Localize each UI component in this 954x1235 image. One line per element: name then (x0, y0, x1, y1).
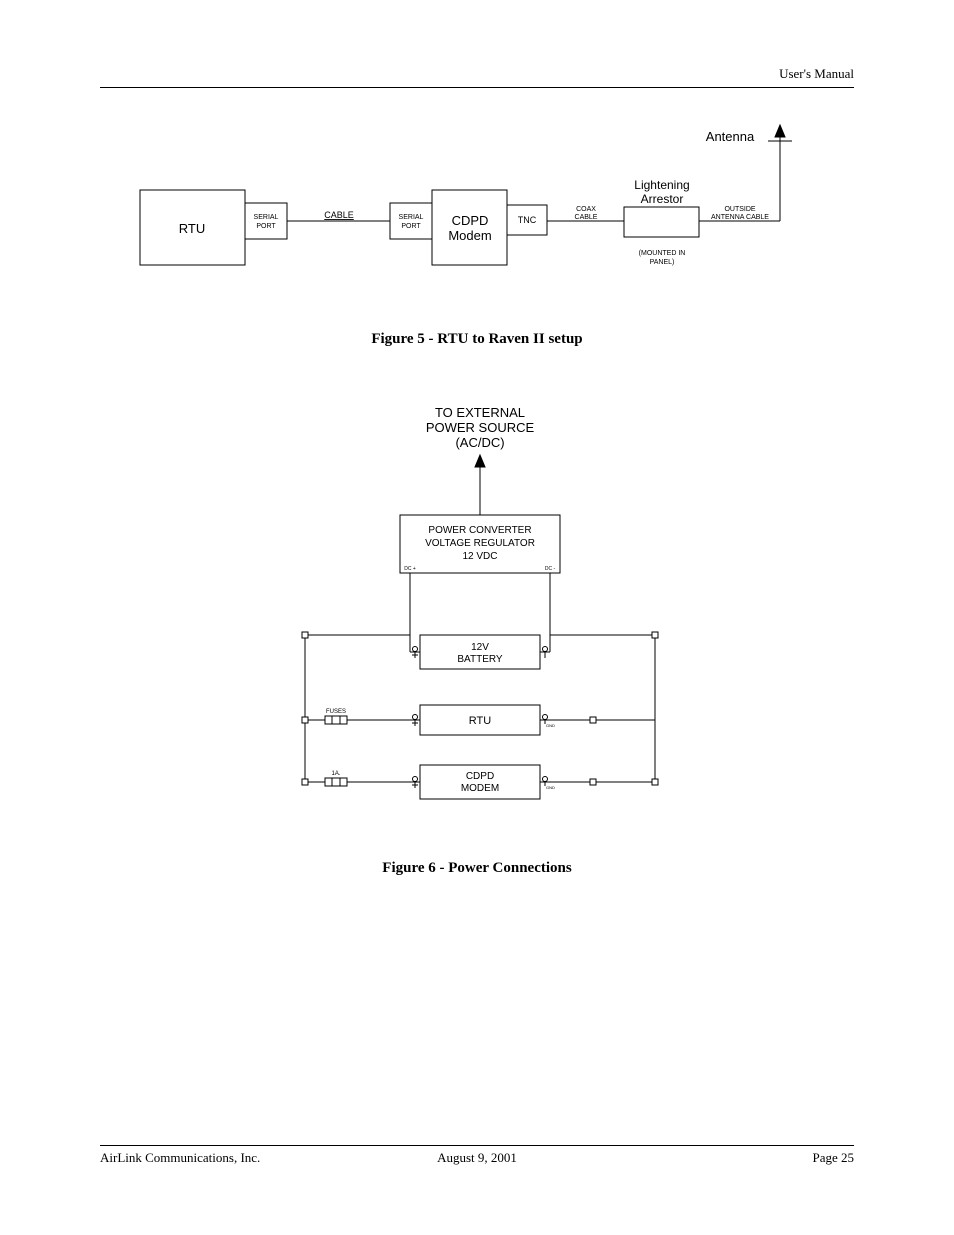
serial-port-1-label-1: SERIAL (254, 214, 279, 221)
header-right: User's Manual (779, 66, 854, 82)
modem-gnd-term-icon (543, 777, 548, 782)
modem-gnd-label: GND (546, 785, 555, 790)
ext-power-l2: POWER SOURCE (426, 420, 535, 435)
footer-center: August 9, 2001 (437, 1150, 517, 1166)
mounted-label-2: PANEL) (650, 259, 675, 266)
fuse-rtu-label: FUSES (326, 709, 346, 715)
footer-right: Page 25 (812, 1150, 854, 1166)
ext-power-l3: (AC/DC) (455, 435, 504, 450)
dcminus-label: DC - (545, 566, 556, 572)
serial-port-1-box (245, 203, 287, 239)
modem-l1: CDPD (466, 771, 494, 782)
fuse-modem-icon (325, 778, 347, 786)
converter-l2: VOLTAGE REGULATOR (425, 538, 535, 549)
dcplus-label: DC + (404, 566, 416, 572)
modem-l2: MODEM (461, 783, 499, 794)
power-in-arrow-icon (475, 455, 485, 467)
node-tr (652, 632, 658, 638)
fuse-modem-label: 1A. (331, 771, 340, 777)
figure-5-svg: RTU SERIAL PORT CABLE SERIAL PORT CDPD M… (140, 125, 840, 305)
cdpd-label-2: Modem (448, 228, 491, 243)
rtu-pos-term-icon (413, 715, 418, 720)
rtu-row-label: RTU (469, 715, 491, 727)
battery-pos-term-icon (413, 647, 418, 652)
serial-port-1-label-2: PORT (256, 223, 276, 230)
battery-l2: BATTERY (457, 654, 503, 665)
cable-label: CABLE (324, 210, 354, 220)
figure-6-svg: TO EXTERNAL POWER SOURCE (AC/DC) (270, 405, 690, 825)
antenna-tip-icon (775, 125, 785, 137)
arrestor-label-2: Arrestor (641, 192, 684, 206)
footer-rule: AirLink Communications, Inc. August 9, 2… (100, 1145, 854, 1163)
rtu-gnd-label: GND (546, 723, 555, 728)
coax-label-2: CABLE (575, 214, 598, 221)
header-rule: User's Manual (100, 70, 854, 88)
cdpd-label-1: CDPD (452, 213, 489, 228)
outside-label-1: OUTSIDE (724, 206, 755, 213)
node-row2-r (590, 717, 596, 723)
figure-5-diagram: RTU SERIAL PORT CABLE SERIAL PORT CDPD M… (140, 125, 840, 305)
arrestor-label-1: Lightening (634, 178, 689, 192)
serial-port-2-box (390, 203, 432, 239)
figure-5-caption: Figure 5 - RTU to Raven II setup (100, 331, 854, 348)
footer-left: AirLink Communications, Inc. (100, 1150, 260, 1166)
serial-port-2-label-1: SERIAL (399, 214, 424, 221)
coax-label-1: COAX (576, 206, 596, 213)
rtu-gnd-term-icon (543, 715, 548, 720)
page: User's Manual (100, 70, 854, 1185)
node-tl (302, 632, 308, 638)
battery-neg-term-icon (543, 647, 548, 652)
node-row3-l (302, 779, 308, 785)
ext-power-l1: TO EXTERNAL (435, 405, 525, 420)
serial-port-2-label-2: PORT (401, 223, 421, 230)
figure-6-caption: Figure 6 - Power Connections (100, 860, 854, 877)
tnc-label: TNC (518, 215, 537, 225)
converter-l1: POWER CONVERTER (428, 525, 531, 536)
modem-pos-term-icon (413, 777, 418, 782)
node-row2-l (302, 717, 308, 723)
antenna-label: Antenna (706, 129, 755, 144)
outside-label-2: ANTENNA CABLE (711, 214, 769, 221)
node-row3-br (652, 779, 658, 785)
arrestor-box (624, 207, 699, 237)
mounted-label-1: (MOUNTED IN (639, 250, 686, 257)
fuse-rtu-icon (325, 716, 347, 724)
figure-6-diagram: TO EXTERNAL POWER SOURCE (AC/DC) (270, 405, 690, 825)
rtu-label: RTU (179, 221, 205, 236)
battery-l1: 12V (471, 642, 489, 653)
node-row3-r (590, 779, 596, 785)
converter-l3: 12 VDC (462, 551, 497, 562)
